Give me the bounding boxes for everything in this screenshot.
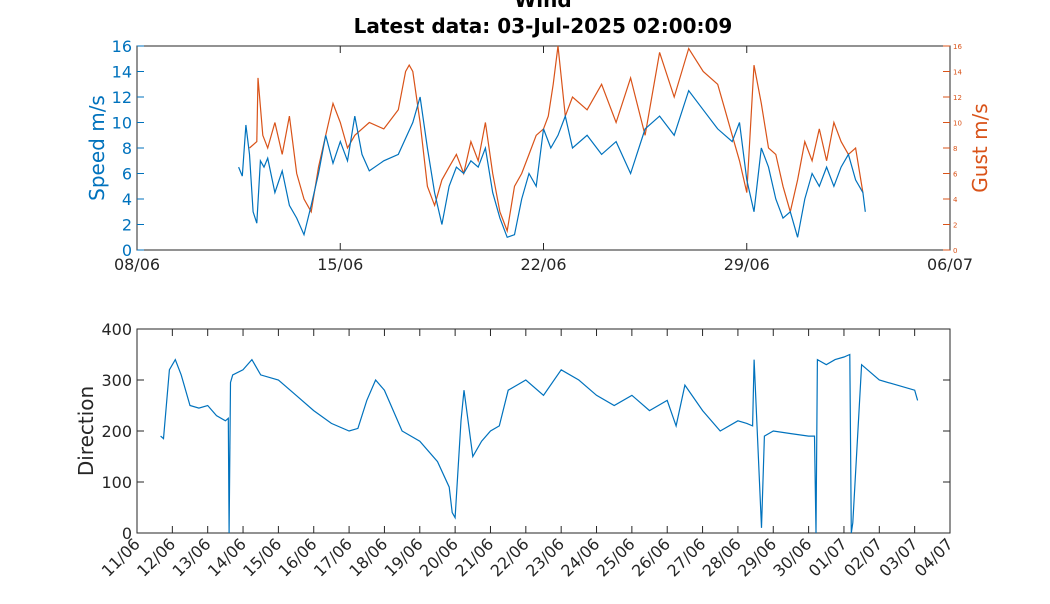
direction-x-tick-label: 16/06 (275, 534, 321, 580)
direction-x-tick-label: 04/07 (911, 534, 957, 580)
chart-subtitle: Latest data: 03-Jul-2025 02:00:09 (353, 14, 733, 38)
direction-x-tick-label: 19/06 (381, 534, 427, 580)
gust-y-tick-label: 10 (953, 120, 962, 128)
direction-x-tick-label: 28/06 (699, 534, 745, 580)
speed-plot-frame (136, 45, 951, 251)
gust-y-tick-label: 4 (953, 196, 958, 204)
direction-x-tick-label: 03/07 (875, 534, 921, 580)
bottom-x-axis: 11/0612/0613/0614/0615/0616/0617/0618/06… (98, 329, 957, 580)
direction-x-tick-label: 20/06 (416, 534, 462, 580)
gust-y-tick-label: 14 (953, 69, 962, 77)
direction-x-tick-label: 24/06 (557, 534, 603, 580)
direction-x-tick-label: 21/06 (451, 534, 497, 580)
gust-series-line (249, 45, 864, 234)
top-x-tick-label: 15/06 (317, 255, 363, 274)
gust-y-tick-label: 2 (953, 222, 957, 230)
direction-x-tick-label: 26/06 (628, 534, 674, 580)
direction-x-tick-label: 29/06 (734, 534, 780, 580)
direction-x-tick-label: 25/06 (593, 534, 639, 580)
direction-x-tick-label: 01/07 (805, 534, 851, 580)
speed-gust-panel: 08/06 15/06 22/06 29/06 06/07 0246810121416 … (85, 37, 992, 274)
direction-axis-label: Direction (74, 386, 98, 476)
speed-y-tick-label: 4 (122, 190, 132, 209)
direction-y-tick-label: 300 (101, 371, 132, 390)
direction-series-line (160, 353, 919, 534)
speed-y-tick-label: 0 (122, 241, 132, 260)
speed-y-tick-label: 2 (122, 216, 132, 235)
direction-x-tick-label: 11/06 (98, 534, 144, 580)
speed-y-tick-label: 8 (122, 139, 132, 158)
direction-x-tick-label: 13/06 (168, 534, 214, 580)
gust-y-axis: 0 2 4 6 8 10 12 14 16 (943, 43, 962, 255)
direction-y-tick-label: 0 (122, 524, 132, 543)
gust-axis-label: Gust m/s (968, 103, 992, 192)
speed-y-tick-label: 10 (112, 114, 132, 133)
direction-y-tick-label: 400 (101, 320, 132, 339)
speed-axis-label: Speed m/s (85, 95, 109, 201)
direction-plot-frame (136, 328, 951, 534)
direction-y-axis: 0 100 200 300 400 (101, 320, 950, 543)
direction-panel: 11/0612/0613/0614/0615/0616/0617/0618/06… (74, 320, 957, 580)
top-x-tick-label: 22/06 (520, 255, 566, 274)
direction-y-tick-label: 100 (101, 473, 132, 492)
speed-y-tick-label: 16 (112, 37, 132, 56)
direction-x-tick-label: 18/06 (345, 534, 391, 580)
direction-x-tick-label: 30/06 (769, 534, 815, 580)
top-x-tick-label: 08/06 (114, 255, 160, 274)
direction-x-tick-label: 15/06 (239, 534, 285, 580)
speed-y-axis: 0 2 4 6 8 10 12 14 16 (112, 37, 144, 260)
direction-x-tick-label: 23/06 (522, 534, 568, 580)
direction-x-tick-label: 02/07 (840, 534, 886, 580)
gust-y-tick-label: 12 (953, 94, 962, 102)
gust-y-tick-label: 8 (953, 145, 957, 153)
direction-x-tick-label: 12/06 (133, 534, 179, 580)
chart-title: Wind (514, 0, 572, 12)
gust-y-tick-label: 16 (953, 43, 962, 51)
top-x-axis: 08/06 15/06 22/06 29/06 06/07 (114, 46, 973, 274)
direction-x-tick-label: 22/06 (487, 534, 533, 580)
gust-y-tick-label: 0 (953, 247, 957, 255)
direction-x-tick-label: 27/06 (663, 534, 709, 580)
speed-y-tick-label: 12 (112, 88, 132, 107)
speed-y-tick-label: 6 (122, 165, 132, 184)
gust-y-tick-label: 6 (953, 171, 958, 179)
speed-y-tick-label: 14 (112, 63, 132, 82)
direction-x-tick-label: 14/06 (204, 534, 250, 580)
speed-series-line (238, 89, 866, 239)
direction-y-tick-label: 200 (101, 422, 132, 441)
top-x-tick-label: 29/06 (724, 255, 770, 274)
direction-x-tick-label: 17/06 (310, 534, 356, 580)
top-x-tick-label: 06/07 (927, 255, 973, 274)
